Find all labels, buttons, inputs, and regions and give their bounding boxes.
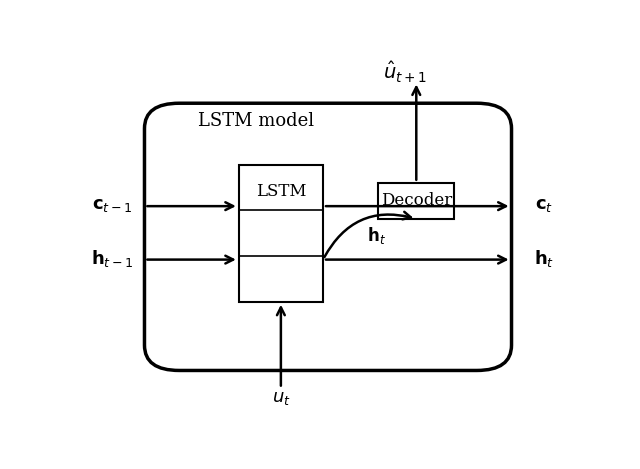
Text: LSTM: LSTM bbox=[255, 183, 306, 200]
Text: $\mathbf{h}_{t-1}$: $\mathbf{h}_{t-1}$ bbox=[91, 248, 133, 269]
Text: Decoder: Decoder bbox=[381, 192, 452, 209]
FancyBboxPatch shape bbox=[145, 103, 511, 371]
FancyBboxPatch shape bbox=[239, 165, 323, 302]
Text: $\mathbf{h}_t$: $\mathbf{h}_t$ bbox=[534, 248, 554, 269]
Text: LSTM model: LSTM model bbox=[198, 112, 314, 130]
Text: $\mathbf{c}_{t-1}$: $\mathbf{c}_{t-1}$ bbox=[92, 196, 132, 214]
FancyBboxPatch shape bbox=[378, 183, 454, 219]
Text: $u_t$: $u_t$ bbox=[271, 388, 291, 407]
Text: $\hat{u}_{t+1}$: $\hat{u}_{t+1}$ bbox=[383, 60, 427, 85]
Text: $\mathbf{h}_t$: $\mathbf{h}_t$ bbox=[367, 225, 386, 246]
Text: $\mathbf{c}_t$: $\mathbf{c}_t$ bbox=[534, 196, 553, 214]
